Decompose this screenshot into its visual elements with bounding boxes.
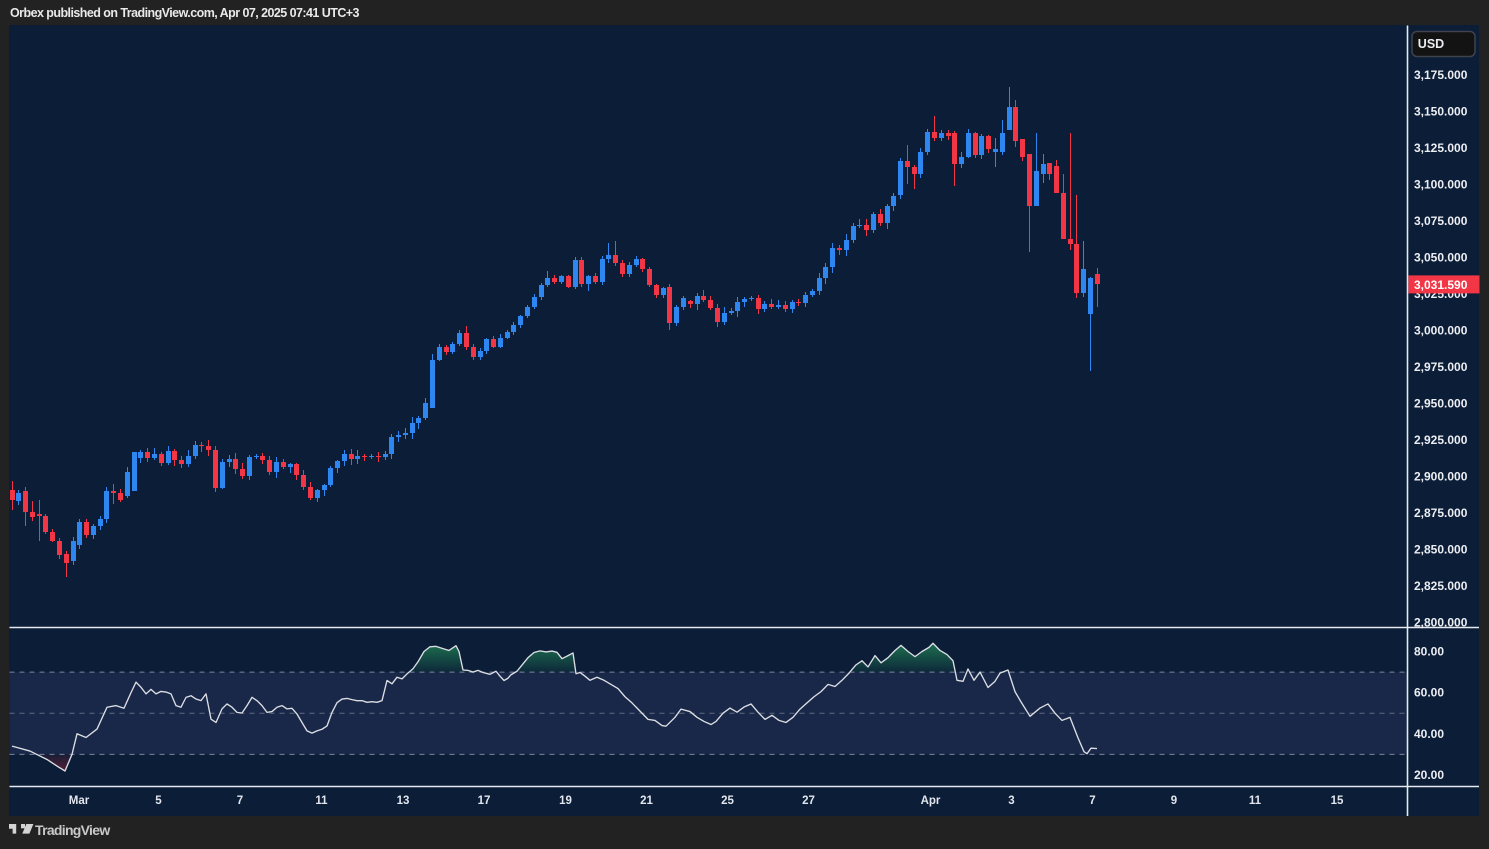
svg-text:3: 3 [1008,795,1014,807]
svg-text:2,925.000: 2,925.000 [1414,433,1468,447]
svg-text:2,850.000: 2,850.000 [1414,543,1468,557]
svg-text:3,150.000: 3,150.000 [1414,105,1468,119]
svg-text:17: 17 [478,795,491,807]
svg-text:3,075.000: 3,075.000 [1414,214,1468,228]
svg-text:5: 5 [155,795,162,807]
svg-text:60.00: 60.00 [1414,686,1444,700]
svg-text:2,800.000: 2,800.000 [1414,616,1468,630]
svg-text:2,900.000: 2,900.000 [1414,470,1468,484]
svg-text:3,000.000: 3,000.000 [1414,324,1468,338]
svg-text:80.00: 80.00 [1414,645,1444,659]
svg-text:20.00: 20.00 [1414,768,1444,782]
svg-text:3,050.000: 3,050.000 [1414,251,1468,265]
svg-text:40.00: 40.00 [1414,727,1444,741]
svg-text:15: 15 [1331,795,1344,807]
svg-text:2,950.000: 2,950.000 [1414,397,1468,411]
svg-text:11: 11 [315,795,328,807]
svg-text:3,175.000: 3,175.000 [1414,68,1468,82]
svg-text:7: 7 [237,795,243,807]
svg-text:USD: USD [1418,37,1444,51]
svg-text:11: 11 [1249,795,1262,807]
svg-text:13: 13 [397,795,410,807]
svg-text:27: 27 [802,795,815,807]
svg-text:7: 7 [1089,795,1095,807]
svg-text:2,975.000: 2,975.000 [1414,360,1468,374]
svg-text:19: 19 [559,795,572,807]
svg-text:2,825.000: 2,825.000 [1414,579,1468,593]
svg-text:3,125.000: 3,125.000 [1414,141,1468,155]
svg-text:3,100.000: 3,100.000 [1414,178,1468,192]
svg-text:2,875.000: 2,875.000 [1414,506,1468,520]
svg-text:9: 9 [1171,795,1177,807]
svg-text:21: 21 [640,795,653,807]
svg-text:Apr: Apr [921,795,941,807]
svg-text:3,031.590: 3,031.590 [1414,278,1468,292]
svg-text:25: 25 [721,795,734,807]
svg-text:Mar: Mar [69,795,90,807]
